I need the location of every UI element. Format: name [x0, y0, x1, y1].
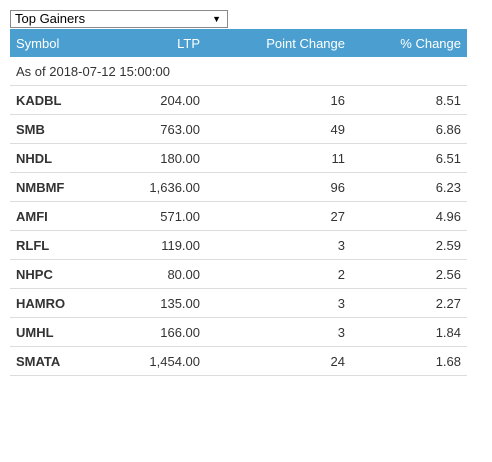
table-row: NMBMF 1,636.00 96 6.23 — [10, 172, 467, 202]
row-point-change: 11 — [206, 143, 351, 173]
row-pct-change: 6.51 — [351, 143, 467, 173]
row-symbol: UMHL — [10, 317, 106, 347]
row-symbol: RLFL — [10, 230, 106, 260]
column-header-point-change: Point Change — [206, 29, 351, 57]
row-symbol: NHPC — [10, 259, 106, 289]
row-ltp: 204.00 — [106, 85, 206, 115]
table-row: HAMRO 135.00 3 2.27 — [10, 288, 467, 318]
row-point-change: 49 — [206, 114, 351, 144]
column-header-symbol: Symbol — [10, 29, 106, 57]
row-ltp: 763.00 — [106, 114, 206, 144]
column-header-pct-change: % Change — [351, 29, 467, 57]
row-point-change: 96 — [206, 172, 351, 202]
row-point-change: 2 — [206, 259, 351, 289]
select-value: Top Gainers — [15, 11, 86, 26]
row-point-change: 3 — [206, 230, 351, 260]
table-row: AMFI 571.00 27 4.96 — [10, 201, 467, 231]
row-pct-change: 1.84 — [351, 317, 467, 347]
row-symbol: HAMRO — [10, 288, 106, 318]
row-pct-change: 2.27 — [351, 288, 467, 318]
row-ltp: 119.00 — [106, 230, 206, 260]
row-symbol: NHDL — [10, 143, 106, 173]
table-row: RLFL 119.00 3 2.59 — [10, 230, 467, 260]
row-symbol: SMB — [10, 114, 106, 144]
row-symbol: NMBMF — [10, 172, 106, 202]
row-ltp: 1,636.00 — [106, 172, 206, 202]
chevron-down-icon: ▼ — [212, 14, 221, 24]
row-point-change: 3 — [206, 288, 351, 318]
row-pct-change: 1.68 — [351, 346, 467, 376]
row-pct-change: 4.96 — [351, 201, 467, 231]
table-row: UMHL 166.00 3 1.84 — [10, 317, 467, 347]
row-point-change: 16 — [206, 85, 351, 115]
table-row: NHDL 180.00 11 6.51 — [10, 143, 467, 173]
row-ltp: 571.00 — [106, 201, 206, 231]
row-ltp: 135.00 — [106, 288, 206, 318]
top-gainers-select[interactable]: Top Gainers ▼ — [10, 10, 228, 28]
row-point-change: 3 — [206, 317, 351, 347]
row-symbol: AMFI — [10, 201, 106, 231]
table-row: SMATA 1,454.00 24 1.68 — [10, 346, 467, 376]
row-ltp: 166.00 — [106, 317, 206, 347]
row-ltp: 180.00 — [106, 143, 206, 173]
row-point-change: 27 — [206, 201, 351, 231]
row-pct-change: 6.23 — [351, 172, 467, 202]
gainers-table: Symbol LTP Point Change % Change As of 2… — [10, 29, 467, 376]
row-ltp: 80.00 — [106, 259, 206, 289]
table-row: NHPC 80.00 2 2.56 — [10, 259, 467, 289]
as-of-row: As of 2018-07-12 15:00:00 — [10, 57, 467, 86]
table-header-row: Symbol LTP Point Change % Change — [10, 29, 467, 57]
row-pct-change: 2.56 — [351, 259, 467, 289]
table-row: SMB 763.00 49 6.86 — [10, 114, 467, 144]
row-pct-change: 2.59 — [351, 230, 467, 260]
row-pct-change: 8.51 — [351, 85, 467, 115]
row-symbol: SMATA — [10, 346, 106, 376]
column-header-ltp: LTP — [106, 29, 206, 57]
table-row: KADBL 204.00 16 8.51 — [10, 85, 467, 115]
row-pct-change: 6.86 — [351, 114, 467, 144]
row-ltp: 1,454.00 — [106, 346, 206, 376]
as-of-timestamp: As of 2018-07-12 15:00:00 — [10, 57, 467, 86]
row-symbol: KADBL — [10, 85, 106, 115]
row-point-change: 24 — [206, 346, 351, 376]
